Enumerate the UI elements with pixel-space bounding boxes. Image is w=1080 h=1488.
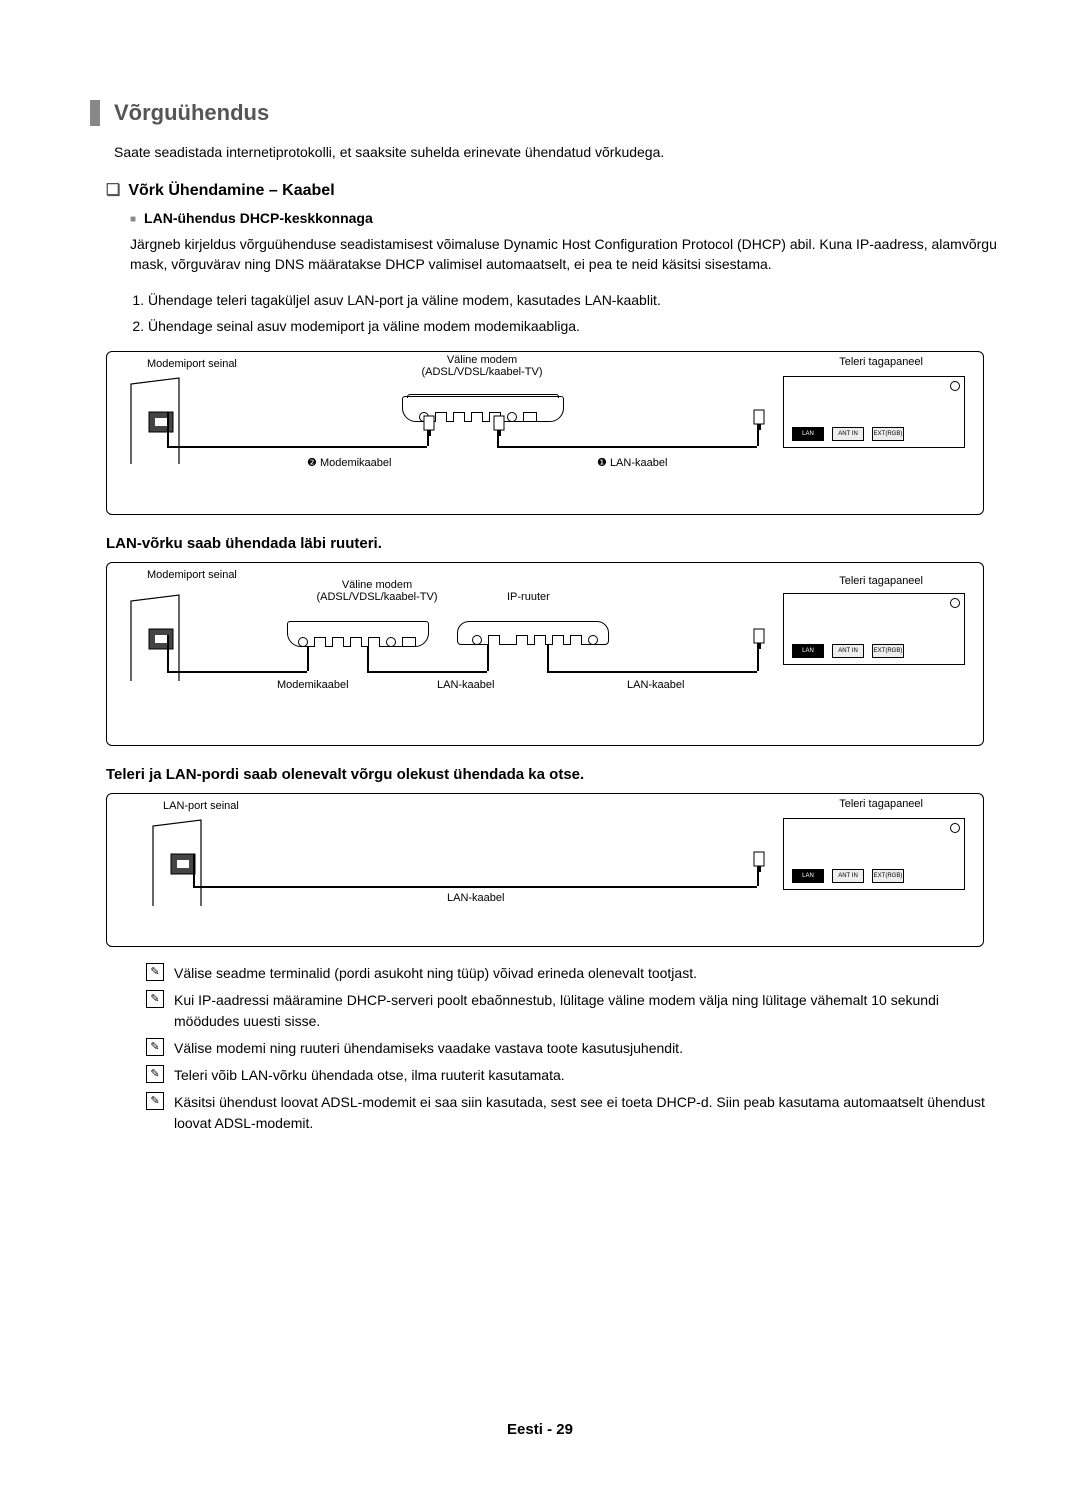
note-item: Teleri võib LAN-võrku ühendada otse, ilm… [146,1065,1000,1086]
page-title: Võrguühendus [90,100,1000,126]
router-device-icon [457,621,609,645]
wall-label: Modemiport seinal [147,569,237,581]
steps-list: Ühendage teleri tagaküljel asuv LAN-port… [130,289,1000,338]
note-item: Käsitsi ühendust loovat ADSL-modemit ei … [146,1092,1000,1134]
section-router: LAN-võrku saab ühendada läbi ruuteri. [106,535,1000,552]
ext-port: EXT(RGB) [872,644,904,658]
cable-label: LAN-kaabel [447,892,504,904]
ext-port: EXT(RGB) [872,869,904,883]
plug-icon [750,408,768,432]
plug-icon [750,627,768,651]
tv-label: Teleri tagapaneel [839,798,923,810]
plug-icon [420,414,438,438]
cable-label-1: ❷ Modemikaabel [307,456,391,469]
ant-port: ANT IN [832,644,864,658]
tv-label: Teleri tagapaneel [839,356,923,368]
diagram-modem-direct: Modemiport seinal Väline modem(ADSL/VDSL… [106,351,984,515]
intro-text: Saate seadistada internetiprotokolli, et… [114,144,1000,160]
cable-label-2: ❶ LAN-kaabel [597,456,667,469]
ant-port: ANT IN [832,427,864,441]
cable-label: LAN-kaabel [627,679,684,691]
dhcp-description: Järgneb kirjeldus võrguühenduse seadista… [130,234,1000,275]
modem-label: Väline modem(ADSL/VDSL/kaabel-TV) [402,354,562,378]
note-item: Kui IP-aadressi määramine DHCP-serveri p… [146,990,1000,1032]
lan-port: LAN [792,427,824,441]
wall-label: LAN-port seinal [163,800,239,812]
tv-panel-icon: LAN ANT IN EXT(RGB) [783,376,965,448]
section-dhcp: LAN-ühendus DHCP-keskkonnaga [130,210,1000,226]
cable-label: LAN-kaabel [437,679,494,691]
note-item: Välise modemi ning ruuteri ühendamiseks … [146,1038,1000,1059]
wall-label: Modemiport seinal [147,358,237,370]
wall-icon [129,376,199,461]
section-direct: Teleri ja LAN-pordi saab olenevalt võrgu… [106,766,1000,783]
note-item: Välise seadme terminalid (pordi asukoht … [146,963,1000,984]
cable-label: Modemikaabel [277,679,349,691]
lan-port: LAN [792,644,824,658]
diagram-direct: LAN-port seinal Teleri tagapaneel LAN AN… [106,793,984,947]
lan-port: LAN [792,869,824,883]
ant-port: ANT IN [832,869,864,883]
section-cable: Võrk Ühendamine – Kaabel [106,180,1000,200]
modem-device-icon [287,621,429,647]
step-2: Ühendage seinal asuv modemiport ja välin… [148,315,1000,337]
plug-icon [750,850,768,874]
notes-list: Välise seadme terminalid (pordi asukoht … [146,963,1000,1134]
ext-port: EXT(RGB) [872,427,904,441]
wall-icon [129,593,199,678]
tv-panel-icon: LAN ANT IN EXT(RGB) [783,818,965,890]
diagram-router: Modemiport seinal Väline modem(ADSL/VDSL… [106,562,984,746]
tv-label: Teleri tagapaneel [839,575,923,587]
modem-label: Väline modem(ADSL/VDSL/kaabel-TV) [297,579,457,603]
tv-panel-icon: LAN ANT IN EXT(RGB) [783,593,965,665]
wall-icon [151,818,221,903]
plug-icon [490,414,508,438]
cable-line [167,446,427,448]
router-label: IP-ruuter [507,591,550,603]
page-footer: Eesti - 29 [0,1421,1080,1438]
step-1: Ühendage teleri tagaküljel asuv LAN-port… [148,289,1000,311]
